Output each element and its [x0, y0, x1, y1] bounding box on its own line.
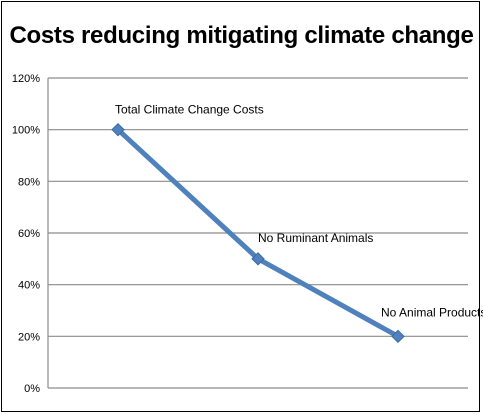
- y-tick-label: 80%: [18, 176, 40, 188]
- chart-title: Costs reducing mitigating climate change: [9, 22, 474, 49]
- y-tick-label: 20%: [18, 331, 40, 343]
- data-point-marker: [111, 122, 125, 137]
- data-point-marker: [251, 252, 265, 266]
- data-label: No Animal Products: [381, 305, 483, 319]
- point-labels: Total Climate Change Costs No Ruminant An…: [115, 103, 483, 320]
- data-label: Total Climate Change Costs: [115, 103, 264, 117]
- series-line: [111, 122, 405, 344]
- y-tick-label: 120%: [12, 73, 40, 85]
- data-point-marker: [391, 329, 405, 344]
- y-tick-labels: 0% 20% 40% 60% 80% 100% 120%: [12, 73, 40, 395]
- data-label: No Ruminant Animals: [258, 231, 373, 245]
- y-tick-label: 0%: [24, 383, 40, 395]
- y-tick-label: 60%: [18, 228, 40, 240]
- y-tick-label: 40%: [18, 280, 40, 292]
- y-tick-label: 100%: [12, 125, 40, 137]
